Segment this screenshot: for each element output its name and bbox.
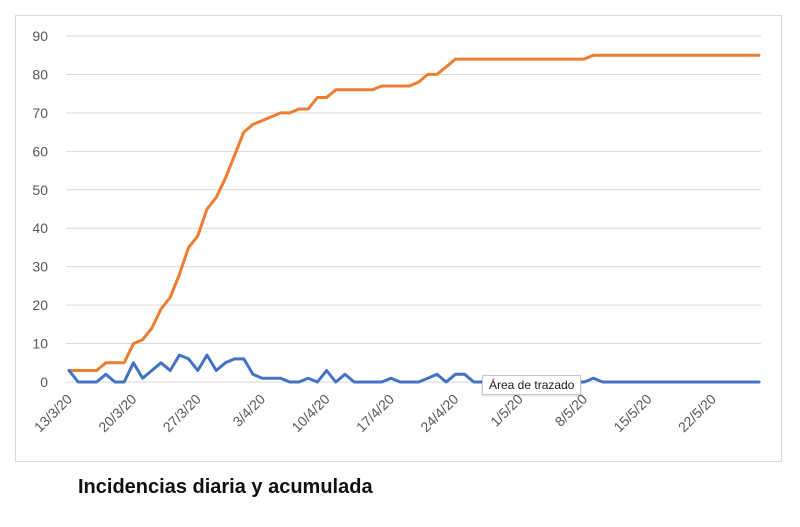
x-tick-label: 15/5/20 [610,391,654,435]
y-tick-label: 60 [32,143,48,159]
plot-area-tooltip: Área de trazado [482,375,582,395]
y-tick-label: 10 [32,336,48,352]
y-tick-label: 40 [32,220,48,236]
line-chart: 0 10 20 30 40 50 60 70 80 90 13/3/20 20/3/20 27/3/20… [31,28,761,435]
y-tick-label: 70 [32,105,48,121]
x-tick-label: 22/5/20 [675,391,719,435]
cumulative-line [67,53,761,372]
y-tick-label: 30 [32,259,48,275]
x-tick-label: 17/4/20 [353,391,397,435]
y-tick-label: 80 [32,66,48,82]
y-tick-label: 0 [40,374,48,390]
x-tick-label: 13/3/20 [31,391,75,435]
x-tick-label: 8/5/20 [551,391,590,430]
chart-area: 0 10 20 30 40 50 60 70 80 90 13/3/20 20/3/20 27/3/20… [15,15,782,462]
x-tick-label: 1/5/20 [487,391,526,430]
y-tick-label: 50 [32,182,48,198]
y-tick-label: 90 [32,28,48,44]
x-tick-label: 24/4/20 [417,391,461,435]
x-tick-label: 27/3/20 [160,391,204,435]
y-tick-label: 20 [32,297,48,313]
x-tick-label: 10/4/20 [288,391,332,435]
x-tick-label: 20/3/20 [95,391,139,435]
x-tick-label: 3/4/20 [229,391,268,430]
chart-caption: Incidencias diaria y acumulada [78,476,373,498]
daily-line [67,353,761,384]
